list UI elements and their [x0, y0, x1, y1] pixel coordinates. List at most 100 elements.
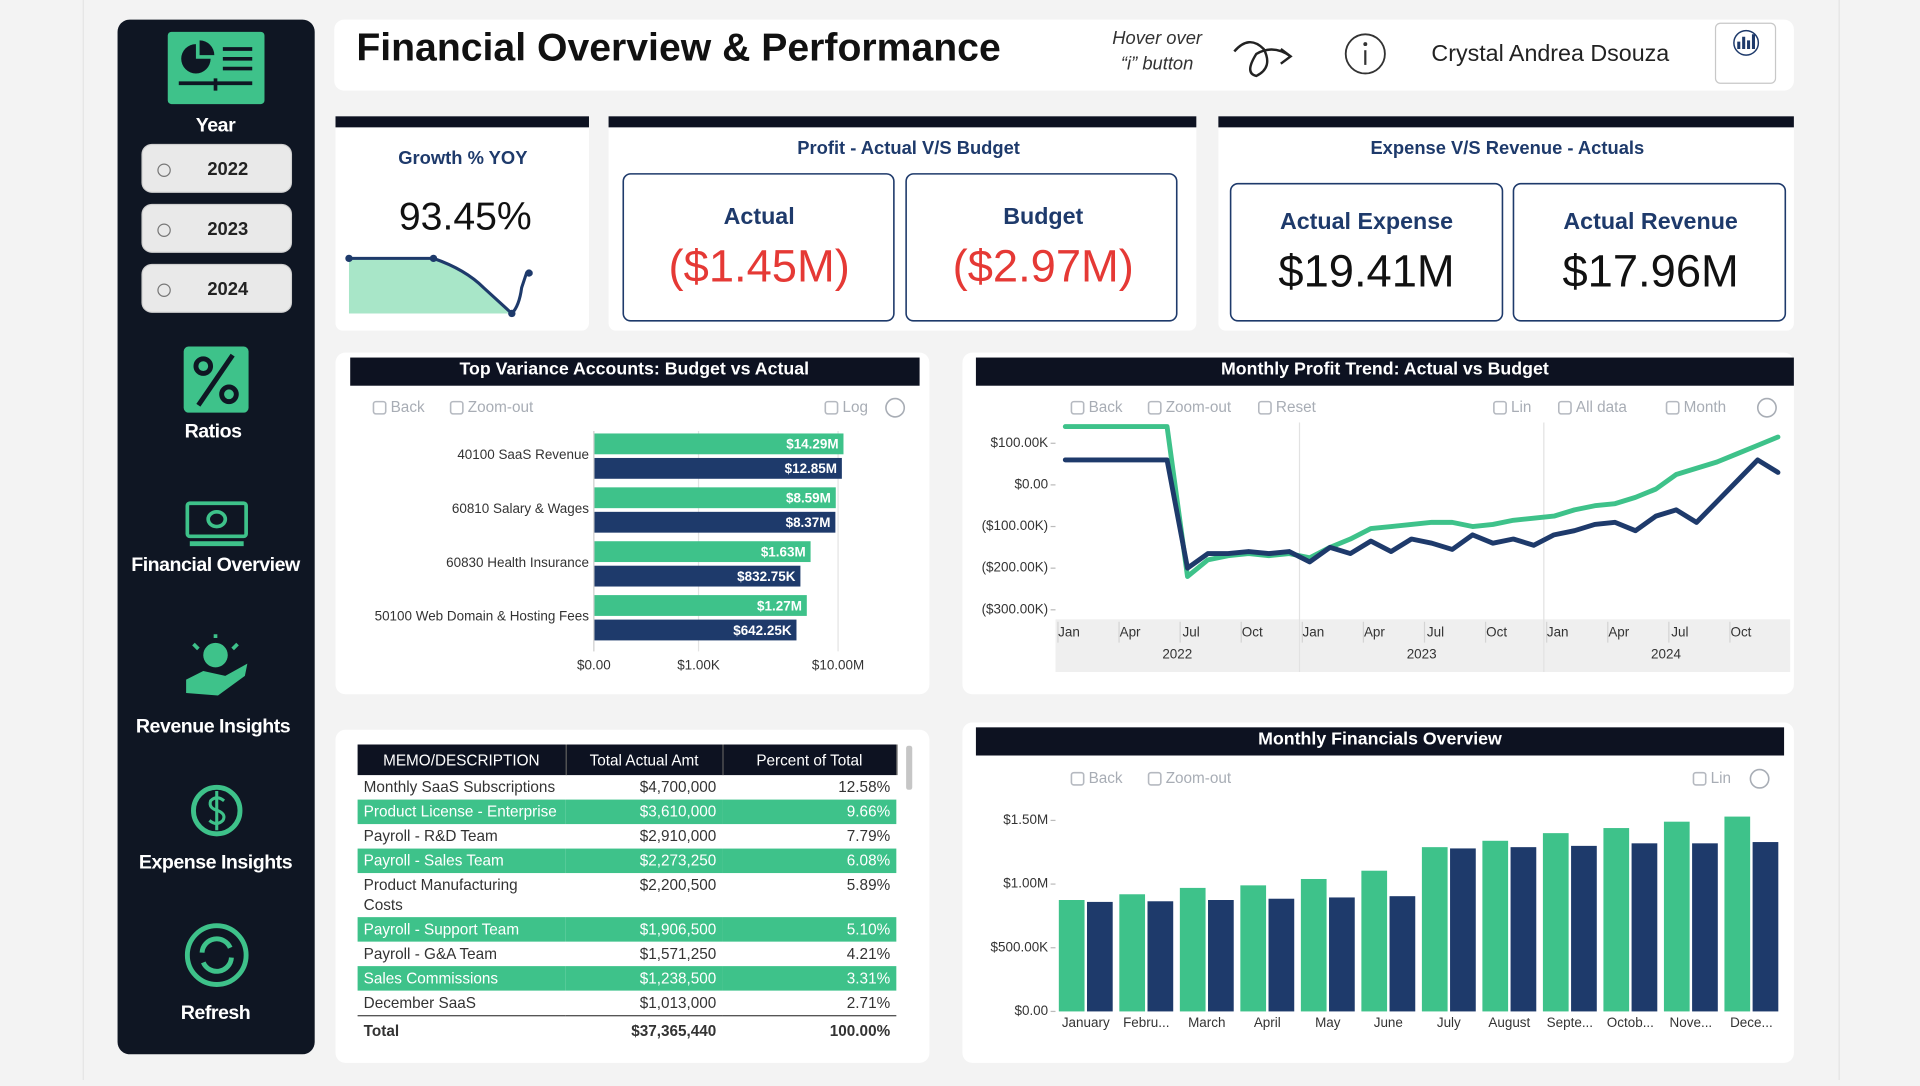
- nav-label[interactable]: Financial Overview: [131, 554, 301, 576]
- toolbar-button[interactable]: Reset: [1276, 399, 1317, 416]
- year-label[interactable]: 2022: [207, 158, 248, 179]
- toolbar-button[interactable]: Log: [842, 399, 868, 416]
- chart-title: Monthly Financials Overview: [1258, 728, 1502, 748]
- nav-label[interactable]: Ratios: [185, 420, 243, 442]
- sparkline-point: [508, 309, 516, 318]
- icon-part[interactable]: [199, 936, 234, 974]
- table-cell: $1,906,500: [565, 917, 723, 942]
- toolbar-button[interactable]: Back: [1089, 399, 1123, 416]
- kpi-value: $19.41M: [1278, 245, 1454, 296]
- nav-item[interactable]: Expense Insights: [139, 784, 293, 873]
- year-pill[interactable]: [141, 203, 293, 253]
- x-tick-label: Jan: [1547, 624, 1569, 639]
- table-cell: 6.08%: [722, 848, 897, 874]
- year-option[interactable]: 2024: [141, 263, 293, 313]
- nav-icon[interactable]: [184, 923, 249, 987]
- total-cell: 100.00%: [722, 1015, 897, 1044]
- table-row: Payroll - Sales Team $2,273,250 6.08%: [357, 848, 897, 874]
- sparkline-area: [348, 258, 512, 314]
- header-card: [334, 19, 1794, 91]
- nav-icon[interactable]: [203, 642, 228, 668]
- icon-part[interactable]: [189, 541, 244, 547]
- monthly-financials-chart: Back Zoom-out Lin $0.00 $500.00K $1.00M $1.50M…: [991, 768, 1779, 1030]
- x-group-label: 2024: [1651, 646, 1681, 661]
- data-label: $14.29M: [786, 437, 838, 452]
- toolbar-button[interactable]: Back: [391, 399, 425, 416]
- sparkline-point: [525, 269, 533, 277]
- toolbar-button[interactable]: All data: [1576, 399, 1628, 416]
- radio[interactable]: [157, 283, 171, 297]
- scrollbar[interactable]: [906, 745, 913, 790]
- toolbar-icon: [824, 400, 839, 415]
- nav-icon[interactable]: [185, 501, 248, 539]
- bar: [1692, 843, 1718, 1012]
- table-cell: 7.79%: [846, 827, 891, 845]
- icon-part[interactable]: [219, 384, 239, 405]
- expense-card: Expense V/S Revenue - Actuals Actual Exp…: [1218, 116, 1794, 331]
- bar: [1147, 901, 1174, 1012]
- table-cell: Payroll - R&D Team: [363, 827, 498, 845]
- table-cell: Payroll - G&A Team: [363, 945, 497, 963]
- icon-part[interactable]: [192, 634, 239, 651]
- nav-label[interactable]: Expense Insights: [139, 851, 293, 873]
- nav-label[interactable]: Refresh: [181, 1002, 251, 1024]
- x-tick-label: Febru...: [1123, 1015, 1169, 1030]
- nav-label[interactable]: Revenue Insights: [136, 716, 291, 738]
- nav-item[interactable]: Revenue Insights: [136, 634, 291, 738]
- column-header[interactable]: MEMO/DESCRIPTION: [357, 744, 567, 776]
- data-label: $1.63M: [761, 544, 806, 559]
- bar: [1361, 870, 1388, 1012]
- nav-item[interactable]: Refresh: [181, 923, 251, 1024]
- x-tick-label: Dece...: [1730, 1015, 1773, 1030]
- table-row: Product License - Enterprise $3,610,000 9.…: [357, 799, 897, 825]
- chart-title-bar: [975, 727, 1785, 756]
- help-icon: [885, 397, 906, 418]
- nav-icon[interactable]: [191, 784, 243, 837]
- year-pill[interactable]: [141, 143, 293, 193]
- toolbar-button[interactable]: Zoom-out: [1166, 770, 1232, 787]
- kpi-title: Growth % YOY: [398, 147, 527, 168]
- info-dot[interactable]: [1363, 42, 1368, 47]
- y-tick-label: $0.00: [1014, 476, 1048, 491]
- radio[interactable]: [157, 223, 171, 237]
- icon-part[interactable]: [196, 353, 235, 407]
- icon-part[interactable]: [206, 510, 228, 529]
- toolbar-button[interactable]: Back: [1089, 770, 1123, 787]
- icon-part[interactable]: [193, 356, 214, 376]
- toolbar-button[interactable]: Lin: [1711, 770, 1731, 787]
- year-pill[interactable]: [141, 263, 293, 313]
- sparkline-point: [345, 254, 353, 263]
- icon-part[interactable]: [208, 791, 226, 831]
- column-header[interactable]: Total Actual Amt: [565, 744, 724, 776]
- nav-item[interactable]: Financial Overview: [131, 501, 302, 576]
- toolbar-icon: [1070, 771, 1085, 786]
- icon-part[interactable]: [186, 663, 248, 696]
- y-tick-label: ($200.00K): [982, 560, 1049, 575]
- radio[interactable]: [157, 163, 171, 177]
- nav-item[interactable]: Ratios: [183, 346, 249, 443]
- toolbar-button[interactable]: Lin: [1511, 399, 1531, 416]
- year-label[interactable]: 2024: [207, 278, 249, 299]
- bar: [1482, 840, 1509, 1012]
- author: Crystal Andrea Dsouza: [1431, 40, 1669, 66]
- header: Financial Overview & Performance Hover o…: [334, 19, 1794, 91]
- table-cell: Monthly SaaS Subscriptions: [363, 778, 556, 796]
- bar: [1179, 887, 1206, 1012]
- toolbar-button[interactable]: Zoom-out: [468, 399, 534, 416]
- growth-card: Growth % YOY 93.45%: [335, 116, 589, 331]
- kpi-value: ($2.97M): [953, 240, 1134, 291]
- toolbar-button[interactable]: Zoom-out: [1166, 399, 1232, 416]
- x-tick-label: August: [1488, 1015, 1530, 1030]
- info-button[interactable]: [1344, 33, 1386, 75]
- year-option[interactable]: 2022: [141, 143, 293, 193]
- toolbar-button[interactable]: Month: [1684, 399, 1727, 416]
- table-cell: $2,200,500: [639, 876, 717, 894]
- icon-part: [178, 47, 253, 91]
- column-header[interactable]: Percent of Total: [722, 744, 897, 776]
- year-label[interactable]: 2023: [207, 218, 248, 239]
- x-tick-label: Apr: [1364, 624, 1385, 639]
- data-label: $8.37M: [786, 515, 831, 530]
- sidebar: Year 2022 2023 2024 Ratios Financial Ove…: [117, 19, 315, 1055]
- year-option[interactable]: 2023: [141, 203, 293, 253]
